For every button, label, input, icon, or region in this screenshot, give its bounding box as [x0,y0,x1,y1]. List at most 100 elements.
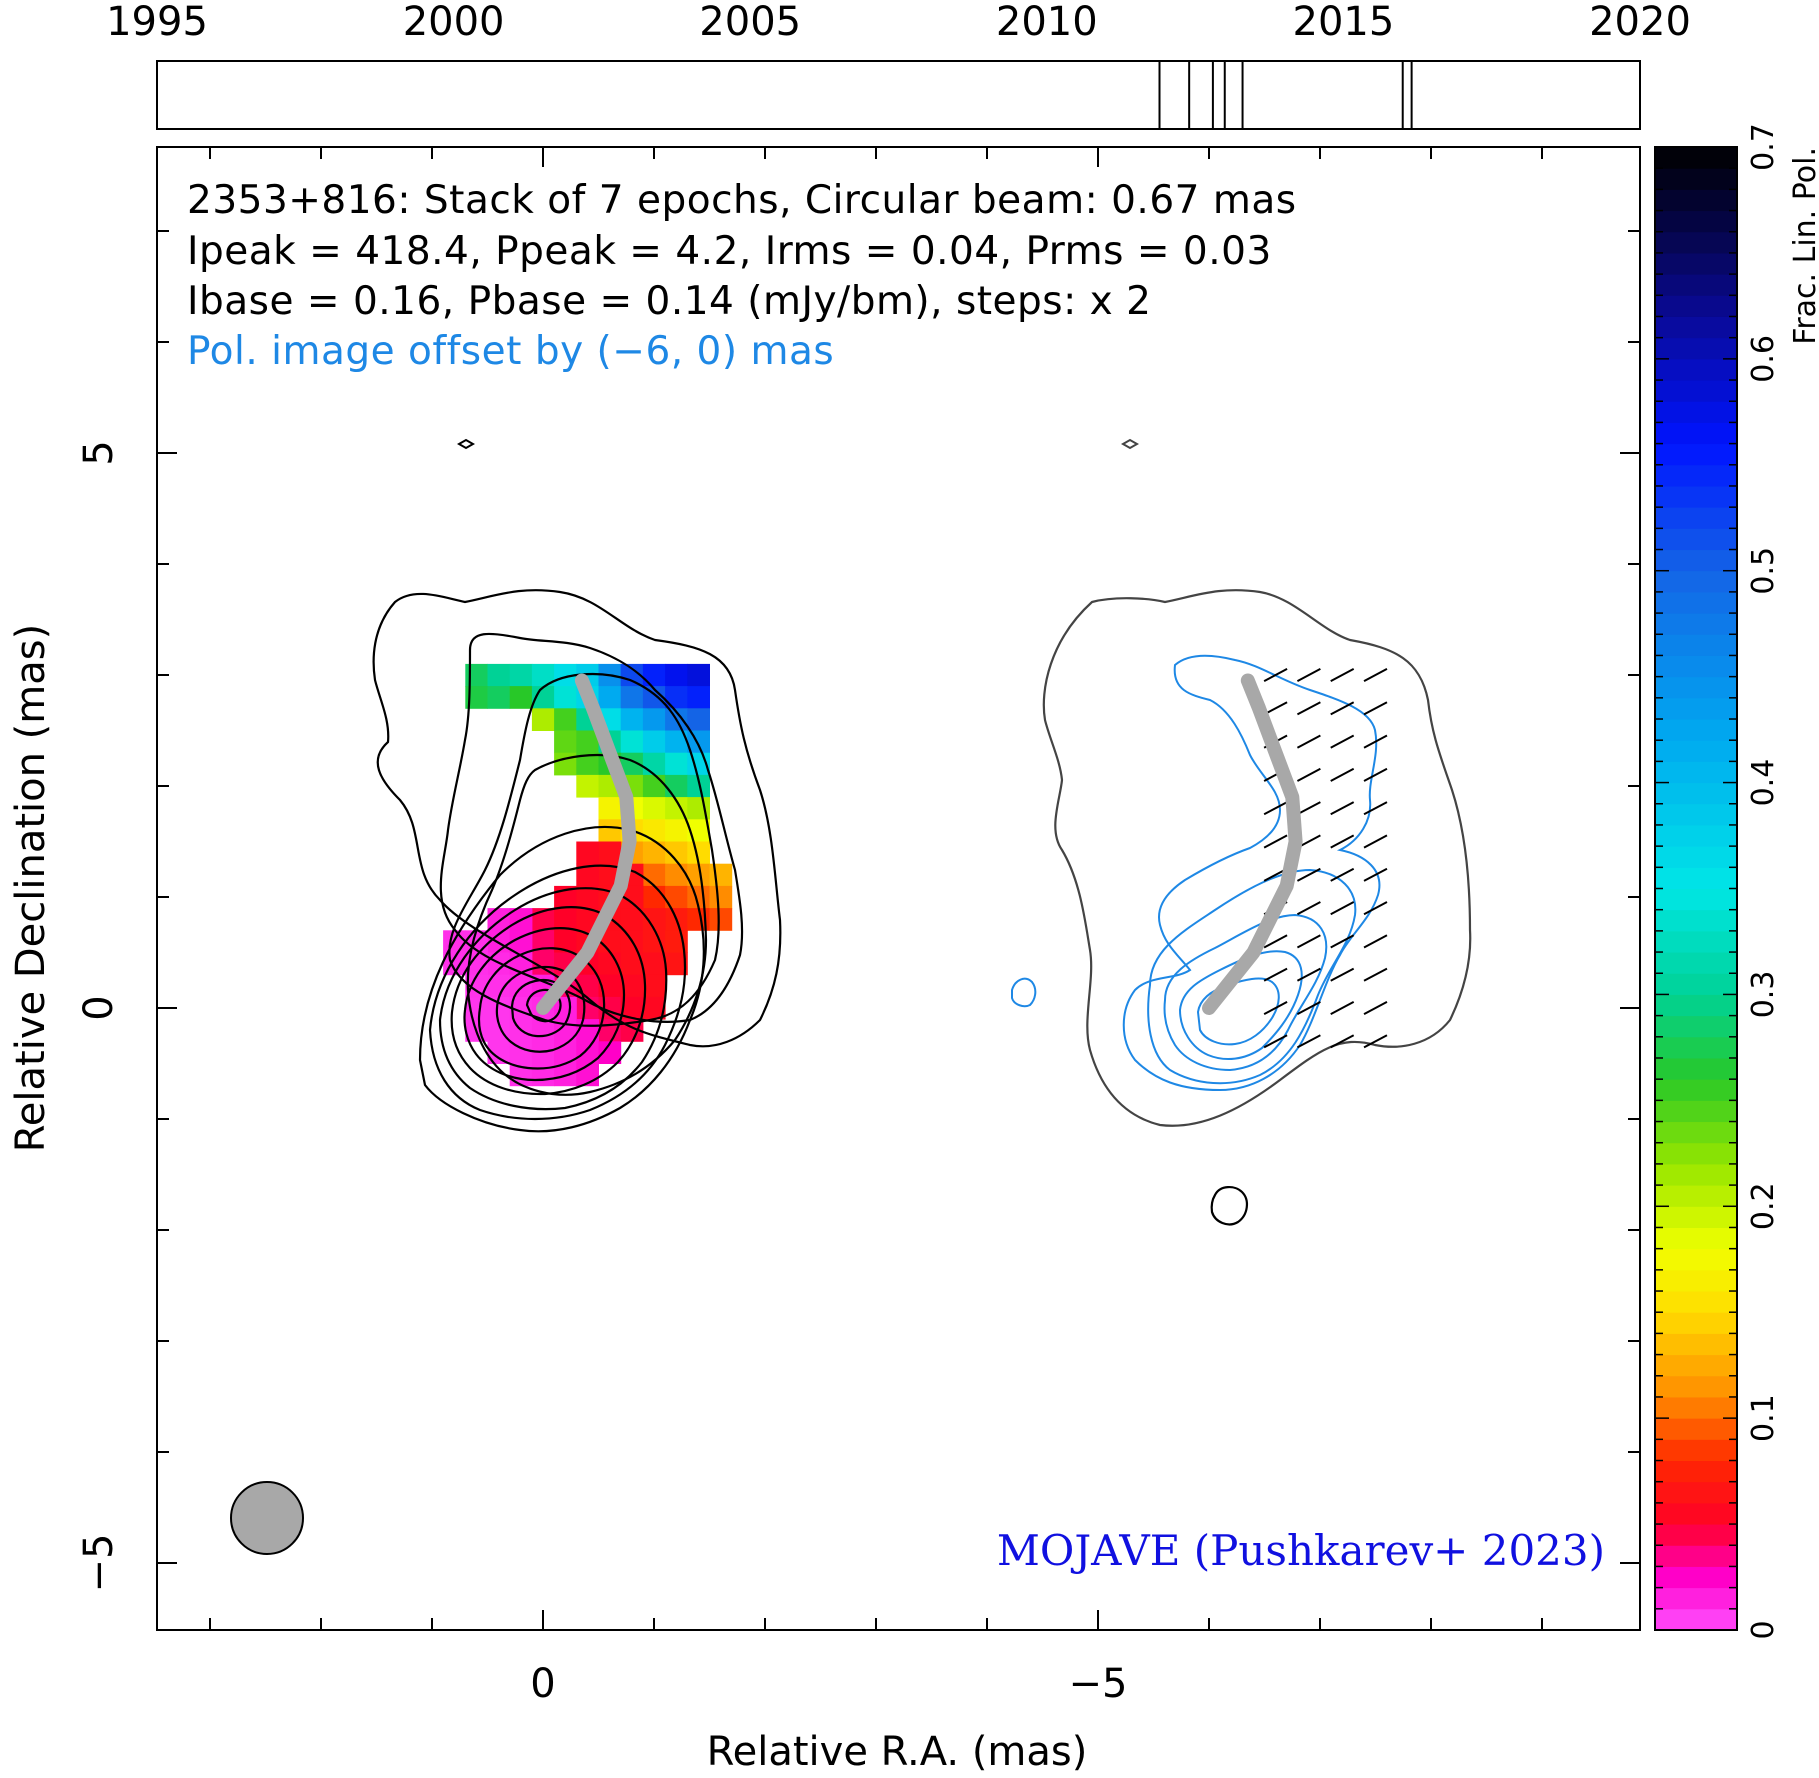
evpa-tick [1296,901,1321,916]
frac-pol-pixel [642,819,666,842]
evpa-tick [1363,801,1388,816]
colorbar-strip [1655,1269,1737,1292]
contour-i-4 [466,753,708,1096]
colorbar-strip [1655,464,1737,487]
evpa-tick [1263,668,1288,682]
frac-pol-pixel [509,930,533,953]
frac-pol-pixel [665,686,688,709]
colorbar-strip [1655,740,1737,762]
colorbar-strip [1655,274,1737,296]
colorbar-label: Frac. Lin. Pol. [1788,147,1819,345]
evpa-tick [1330,767,1355,782]
colorbar-strip [1655,1206,1737,1228]
colorbar-strip [1655,1142,1737,1165]
contour-p-outer [1122,654,1381,1092]
frac-pol-pixel [620,908,644,931]
contour-p-2 [1147,868,1357,1085]
colorbar-strip [1655,973,1737,995]
frac-pol-pixel [665,730,688,754]
evpa-tick [1296,734,1321,749]
frac-pol-pixel [576,752,599,776]
frac-pol-pixel [665,663,688,687]
evpa-tick [1330,934,1355,949]
frac-pol-pixel [642,663,666,687]
frac-pol-pixel [665,797,688,820]
colorbar-strip [1655,1375,1737,1398]
frac-pol-pixel [642,841,666,865]
frac-pol-pixel [576,885,599,909]
frac-pol-pixel [487,686,511,709]
contour-i-12 [510,978,572,1038]
colorbar-strip [1655,1248,1737,1271]
frac-pol-pixel [554,908,577,931]
evpa-tick [1296,867,1321,882]
colorbar-strip [1655,337,1737,360]
frac-pol-pixel [554,686,577,709]
colorbar-strip [1655,1057,1737,1080]
evpa-tick [1363,1001,1388,1015]
colorbar-tick-label: 0.5 [1746,547,1781,595]
axis-tick-labels: 0 −5 5 0 −5 [76,440,1127,1707]
frac-pol-pixel [465,686,488,709]
y-tick-label: 0 [76,995,122,1020]
frac-pol-pixel [642,974,666,998]
ridge-line-left [536,673,637,1015]
frac-pol-pixel [487,996,511,1020]
colorbar-strip [1655,676,1737,699]
contour-p-blob-left [1011,977,1037,1008]
evpa-vectors [1263,668,1388,1049]
timeline-year-label: 2010 [996,0,1098,45]
evpa-tick [1296,668,1321,682]
colorbar-strip [1655,570,1737,593]
evpa-tick [1330,668,1355,682]
frac-pol-pixel [687,863,710,887]
colorbar-strip [1655,591,1737,614]
colorbar-strip [1655,655,1737,678]
contour-i-10 [477,947,606,1070]
frac-pol-pixel [576,774,599,798]
frac-pol-pixel [554,730,577,754]
frac-pol-pixel [620,885,644,909]
contour-i-blob-bottom-right [1210,1186,1248,1226]
frac-pol-pixel [620,952,644,976]
colorbar-strip [1655,909,1737,932]
colorbar-strip [1655,697,1737,720]
ridge-line [536,673,637,1015]
contour-i-outer [372,589,782,1048]
timeline-year-label: 2005 [699,0,801,45]
timeline-year-label: 1995 [106,0,208,45]
colorbar-strip [1655,1100,1737,1123]
axis-ticks [157,147,1640,1630]
colorbar-strip [1655,231,1737,254]
evpa-tick [1330,801,1355,816]
frac-pol-pixel [576,841,599,865]
timeline-frame [156,60,1641,130]
contour-i-11 [495,965,586,1053]
ridge-line-right [1202,673,1303,1015]
frac-pol-pixel [665,774,688,798]
colorbar-strip [1655,1015,1737,1038]
frac-pol-pixel [620,730,644,754]
colorbar-tick-label: 0.1 [1746,1394,1781,1442]
frac-pol-pixel [576,863,599,887]
evpa-tick [1263,1034,1288,1049]
colorbar-strip [1655,485,1737,508]
evpa-tick [1330,734,1355,749]
colorbar-strip [1655,252,1737,275]
colorbar-strip [1655,358,1737,381]
frac-pol-pixel [487,1041,511,1064]
colorbar-strip [1655,1312,1737,1334]
colorbar-strip [1655,930,1737,953]
evpa-tick [1296,967,1321,982]
frac-pol-pixel [709,885,733,909]
contour-i-8 [450,906,647,1096]
frac-pol-pixel [531,708,555,731]
frac-pol-pixel [642,863,666,887]
colorbar-strip [1655,1163,1737,1186]
contour-i-13 [525,988,562,1023]
frac-pol-pixel [642,885,666,909]
colorbar-tick-label: 0.6 [1746,335,1781,383]
frac-pol-pixel [487,663,511,687]
frac-pol-pixel [642,686,666,709]
colorbar-strip [1655,846,1737,868]
